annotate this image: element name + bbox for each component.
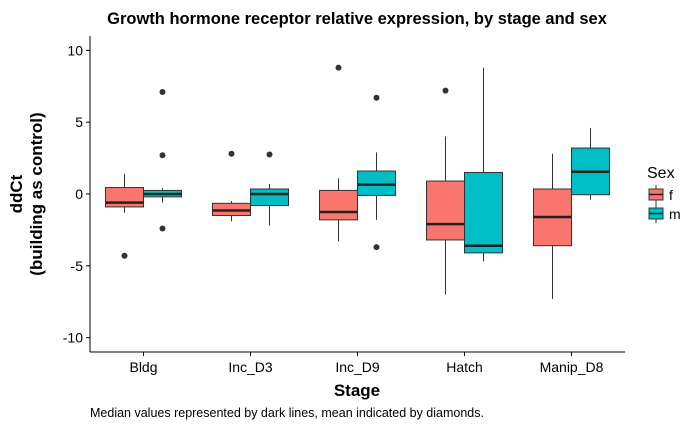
box-iqr xyxy=(357,170,396,196)
outlier-point xyxy=(373,244,380,251)
outlier-point xyxy=(373,94,380,101)
box-m-Manip_D8 xyxy=(571,127,610,200)
box-f-Hatch xyxy=(426,87,465,295)
x-tick-label: Inc_D9 xyxy=(335,359,380,375)
outlier-point xyxy=(159,152,166,159)
box-m-Bldg xyxy=(143,89,182,232)
y-tick-label: -10 xyxy=(63,330,83,346)
box-m-Hatch xyxy=(464,67,503,262)
x-tick-label: Hatch xyxy=(446,359,483,375)
legend-label: m xyxy=(669,206,681,222)
legend: Sex fm xyxy=(647,165,681,223)
legend-title: Sex xyxy=(647,165,675,182)
box-f-Bldg xyxy=(105,173,144,259)
box-iqr xyxy=(319,189,358,221)
outlier-point xyxy=(159,225,166,232)
y-tick-label: 10 xyxy=(67,42,83,58)
legend-label: f xyxy=(669,187,673,203)
x-axis-title: Stage xyxy=(334,381,380,400)
box-m-Inc_D3 xyxy=(250,151,289,226)
plot-area xyxy=(105,64,610,299)
chart-title: Growth hormone receptor relative express… xyxy=(107,10,608,28)
x-tick-label: Manip_D8 xyxy=(540,359,604,375)
box-iqr xyxy=(250,188,289,206)
chart-caption: Median values represented by dark lines,… xyxy=(90,406,484,420)
x-tick-label: Bldg xyxy=(129,359,157,375)
box-iqr xyxy=(426,180,465,241)
outlier-point xyxy=(159,89,166,96)
outlier-point xyxy=(121,252,128,259)
outlier-point xyxy=(228,150,235,157)
y-axis-title-line: ddCt xyxy=(7,174,26,213)
y-tick-label: 5 xyxy=(75,114,83,130)
box-f-Manip_D8 xyxy=(533,153,572,299)
y-tick-label: -5 xyxy=(71,258,84,274)
axes: -10 -5 0 5 10 Bldg Inc_D3 Inc_D9 Hatch Manip_D8 xyxy=(63,36,625,375)
outlier-point xyxy=(266,151,273,158)
box-f-Inc_D9 xyxy=(319,64,358,242)
y-axis-title-line: (building as control) xyxy=(27,112,46,275)
y-tick-label: 0 xyxy=(75,186,83,202)
y-axis-title: ddCt (building as control) xyxy=(7,112,46,275)
legend-item-m: m xyxy=(648,204,681,223)
box-f-Inc_D3 xyxy=(212,150,251,222)
legend-item-f: f xyxy=(648,185,673,204)
box-iqr xyxy=(464,171,503,254)
x-tick-label: Inc_D3 xyxy=(228,359,273,375)
box-m-Inc_D9 xyxy=(357,94,396,251)
outlier-point xyxy=(442,87,449,94)
outlier-point xyxy=(335,64,342,71)
box-iqr xyxy=(105,187,144,208)
